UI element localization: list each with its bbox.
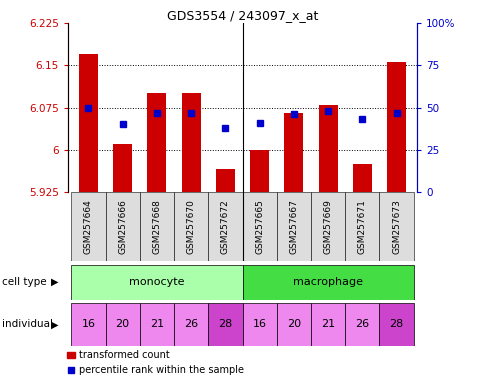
- Bar: [174, 303, 208, 346]
- Text: GSM257665: GSM257665: [255, 199, 264, 254]
- Text: GSM257670: GSM257670: [186, 199, 195, 254]
- Text: 20: 20: [115, 319, 130, 329]
- Bar: [113, 144, 132, 192]
- Bar: [71, 303, 106, 346]
- Text: 20: 20: [286, 319, 300, 329]
- Bar: [242, 192, 276, 261]
- Text: GSM257671: GSM257671: [357, 199, 366, 254]
- Text: 26: 26: [184, 319, 198, 329]
- Text: 26: 26: [354, 319, 369, 329]
- Text: monocyte: monocyte: [129, 277, 184, 287]
- Bar: [242, 265, 413, 300]
- Bar: [242, 303, 276, 346]
- Text: GSM257673: GSM257673: [391, 199, 400, 254]
- Text: GSM257672: GSM257672: [220, 199, 229, 254]
- Bar: [310, 192, 345, 261]
- Text: GSM257667: GSM257667: [289, 199, 298, 254]
- Text: 28: 28: [389, 319, 403, 329]
- Bar: [139, 303, 174, 346]
- Text: individual: individual: [2, 319, 53, 329]
- Text: 28: 28: [218, 319, 232, 329]
- Bar: [182, 93, 200, 192]
- Bar: [139, 192, 174, 261]
- Text: cell type: cell type: [2, 277, 47, 287]
- Text: ▶: ▶: [51, 319, 58, 329]
- Bar: [106, 192, 139, 261]
- Bar: [106, 303, 139, 346]
- Text: macrophage: macrophage: [292, 277, 363, 287]
- Text: GSM257669: GSM257669: [323, 199, 332, 254]
- Bar: [345, 303, 378, 346]
- Legend: transformed count, percentile rank within the sample: transformed count, percentile rank withi…: [63, 346, 247, 379]
- Bar: [71, 265, 242, 300]
- Text: 16: 16: [252, 319, 266, 329]
- Bar: [79, 54, 98, 192]
- Bar: [208, 303, 242, 346]
- Bar: [310, 303, 345, 346]
- Title: GDS3554 / 243097_x_at: GDS3554 / 243097_x_at: [166, 9, 318, 22]
- Bar: [215, 169, 234, 192]
- Bar: [378, 192, 413, 261]
- Text: GSM257666: GSM257666: [118, 199, 127, 254]
- Bar: [147, 93, 166, 192]
- Bar: [284, 113, 302, 192]
- Bar: [174, 192, 208, 261]
- Text: 21: 21: [150, 319, 164, 329]
- Bar: [71, 192, 106, 261]
- Bar: [276, 192, 310, 261]
- Text: ▶: ▶: [51, 277, 58, 287]
- Bar: [386, 63, 405, 192]
- Bar: [250, 150, 269, 192]
- Bar: [378, 303, 413, 346]
- Bar: [318, 105, 337, 192]
- Bar: [345, 192, 378, 261]
- Text: GSM257668: GSM257668: [152, 199, 161, 254]
- Bar: [276, 303, 310, 346]
- Text: 21: 21: [320, 319, 334, 329]
- Text: 16: 16: [81, 319, 95, 329]
- Text: GSM257664: GSM257664: [84, 199, 93, 254]
- Bar: [208, 192, 242, 261]
- Bar: [352, 164, 371, 192]
